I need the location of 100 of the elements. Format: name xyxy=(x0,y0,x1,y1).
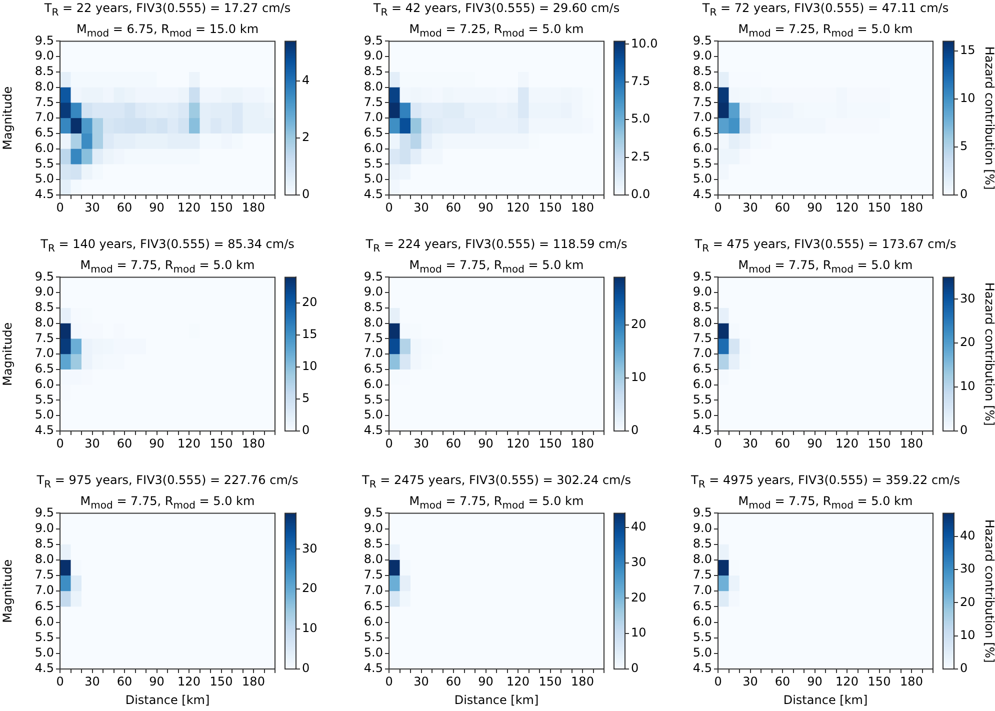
chart-subtitle: M$_{mod}$ = 7.75, R$_{mod}$ = 5.0 km xyxy=(409,494,584,512)
y-tick-label: 4.5 xyxy=(364,187,383,202)
x-axis-title: Distance [km] xyxy=(454,692,539,707)
x-tick-label: 150 xyxy=(210,436,233,450)
y-tick-label: 9.0 xyxy=(364,520,383,535)
x-tick-label: 90 xyxy=(478,200,494,214)
x-tick-label: 150 xyxy=(210,200,233,214)
y-tick-label: 5.0 xyxy=(364,172,383,186)
x-tick-label: 30 xyxy=(84,200,100,214)
x-tick-label: 180 xyxy=(571,674,594,688)
color-bar-label: 2 xyxy=(302,130,310,144)
y-tick-label: 6.5 xyxy=(34,598,54,613)
x-tick-label: 120 xyxy=(836,200,858,214)
y-tick-label: 7.0 xyxy=(364,346,383,360)
color-bar-label: 20 xyxy=(302,294,318,309)
color-bar-label: 10.0 xyxy=(631,36,658,50)
color-bar-label: 15 xyxy=(960,42,976,57)
y-tick-label: 4.5 xyxy=(34,187,54,202)
color-bar-label: 10 xyxy=(302,359,318,374)
y-tick-label: 7.0 xyxy=(364,583,383,598)
color-bar-label: 0 xyxy=(302,661,310,676)
y-axis-title: Magnitude xyxy=(0,86,14,150)
x-tick-label: 30 xyxy=(742,436,758,450)
x-tick-label: 150 xyxy=(538,674,562,688)
y-tick-label: 5.0 xyxy=(34,646,54,660)
color-bar-label: 10 xyxy=(960,379,976,394)
y-tick-label: 7.0 xyxy=(34,110,54,124)
x-tick-label: 150 xyxy=(868,674,891,688)
y-tick-label: 6.5 xyxy=(34,126,54,140)
x-tick-label: 60 xyxy=(446,436,462,450)
y-tick-label: 8.0 xyxy=(34,315,54,330)
y-tick-label: 5.5 xyxy=(34,630,54,644)
y-tick-label: 4.5 xyxy=(364,423,383,438)
y-tick-label: 5.5 xyxy=(34,392,54,406)
x-tick-label: 120 xyxy=(836,674,858,688)
y-tick-label: 8.5 xyxy=(34,300,54,314)
x-tick-label: 0 xyxy=(385,674,393,688)
chart-title: T$_{R}$ = 475 years, FIV3(0.555) = 173.67 cm/s xyxy=(694,237,956,254)
x-tick-label: 120 xyxy=(506,436,530,450)
y-tick-label: 4.5 xyxy=(34,423,54,438)
chart-title: T$_{R}$ = 22 years, FIV3(0.555) = 17.27 cm/s xyxy=(44,1,291,18)
y-tick-label: 5.0 xyxy=(692,646,712,660)
color-bar-label: 30 xyxy=(960,291,976,306)
y-tick-label: 7.0 xyxy=(692,110,712,124)
x-tick-label: 180 xyxy=(571,436,594,450)
chart-subtitle: M$_{mod}$ = 7.75, R$_{mod}$ = 5.0 km xyxy=(738,258,913,276)
color-bar-label: 10 xyxy=(302,621,318,636)
x-tick-label: 90 xyxy=(807,200,822,214)
chart-title: T$_{R}$ = 4975 years, FIV3(0.555) = 359.22 cm/s xyxy=(690,473,960,490)
y-tick-label: 7.5 xyxy=(692,330,712,345)
x-tick-label: 60 xyxy=(774,436,790,450)
color-bar-label: 0 xyxy=(302,187,310,202)
x-tick-label: 90 xyxy=(149,436,164,450)
y-tick-label: 7.5 xyxy=(364,94,383,109)
x-tick-label: 60 xyxy=(116,674,132,688)
chart-title: T$_{R}$ = 224 years, FIV3(0.555) = 118.59 cm/s xyxy=(366,237,628,254)
x-tick-label: 60 xyxy=(446,674,462,688)
x-tick-label: 150 xyxy=(538,200,562,214)
y-tick-label: 5.5 xyxy=(34,156,54,170)
x-tick-label: 0 xyxy=(714,674,722,688)
chart-subtitle: M$_{mod}$ = 7.75, R$_{mod}$ = 5.0 km xyxy=(738,494,913,512)
x-tick-label: 120 xyxy=(178,200,200,214)
y-tick-label: 8.5 xyxy=(364,64,383,78)
x-tick-label: 120 xyxy=(506,674,530,688)
y-tick-label: 5.0 xyxy=(34,172,54,186)
color-bar-label: 0 xyxy=(960,187,968,202)
y-axis-title: Magnitude xyxy=(0,559,14,623)
y-tick-label: 5.0 xyxy=(692,172,712,186)
x-tick-label: 120 xyxy=(178,674,200,688)
y-tick-label: 4.5 xyxy=(364,661,383,676)
color-bar-label: 10 xyxy=(631,370,646,384)
y-tick-label: 9.5 xyxy=(364,505,383,520)
y-tick-label: 6.0 xyxy=(364,140,383,155)
color-bar-label: 0.0 xyxy=(631,187,650,202)
y-tick-label: 7.5 xyxy=(34,568,54,582)
y-tick-label: 7.0 xyxy=(692,346,712,360)
y-tick-label: 9.0 xyxy=(34,48,54,63)
y-tick-label: 5.0 xyxy=(364,646,383,660)
x-tick-label: 150 xyxy=(210,674,233,688)
color-bar-label: 30 xyxy=(631,554,646,569)
color-bar-label: 5 xyxy=(960,139,968,154)
y-tick-label: 6.5 xyxy=(364,362,383,376)
x-tick-label: 90 xyxy=(807,674,822,688)
y-tick-label: 6.0 xyxy=(692,376,712,391)
chart-title: T$_{R}$ = 72 years, FIV3(0.555) = 47.11 cm/s xyxy=(702,1,949,18)
y-tick-label: 8.0 xyxy=(364,552,383,566)
y-tick-label: 6.0 xyxy=(692,614,712,628)
x-tick-label: 60 xyxy=(116,200,132,214)
color-bar-label: 5 xyxy=(302,391,310,406)
y-tick-label: 8.5 xyxy=(364,300,383,314)
x-tick-label: 0 xyxy=(385,436,393,450)
x-tick-label: 0 xyxy=(56,200,64,214)
x-axis-title: Distance [km] xyxy=(125,692,210,707)
x-tick-label: 30 xyxy=(84,436,100,450)
y-tick-label: 6.0 xyxy=(34,140,54,155)
y-tick-label: 6.5 xyxy=(364,126,383,140)
color-bar-label: 40 xyxy=(960,528,976,543)
x-tick-label: 120 xyxy=(178,436,200,450)
y-tick-label: 8.5 xyxy=(692,300,712,314)
y-tick-label: 9.5 xyxy=(692,505,712,520)
